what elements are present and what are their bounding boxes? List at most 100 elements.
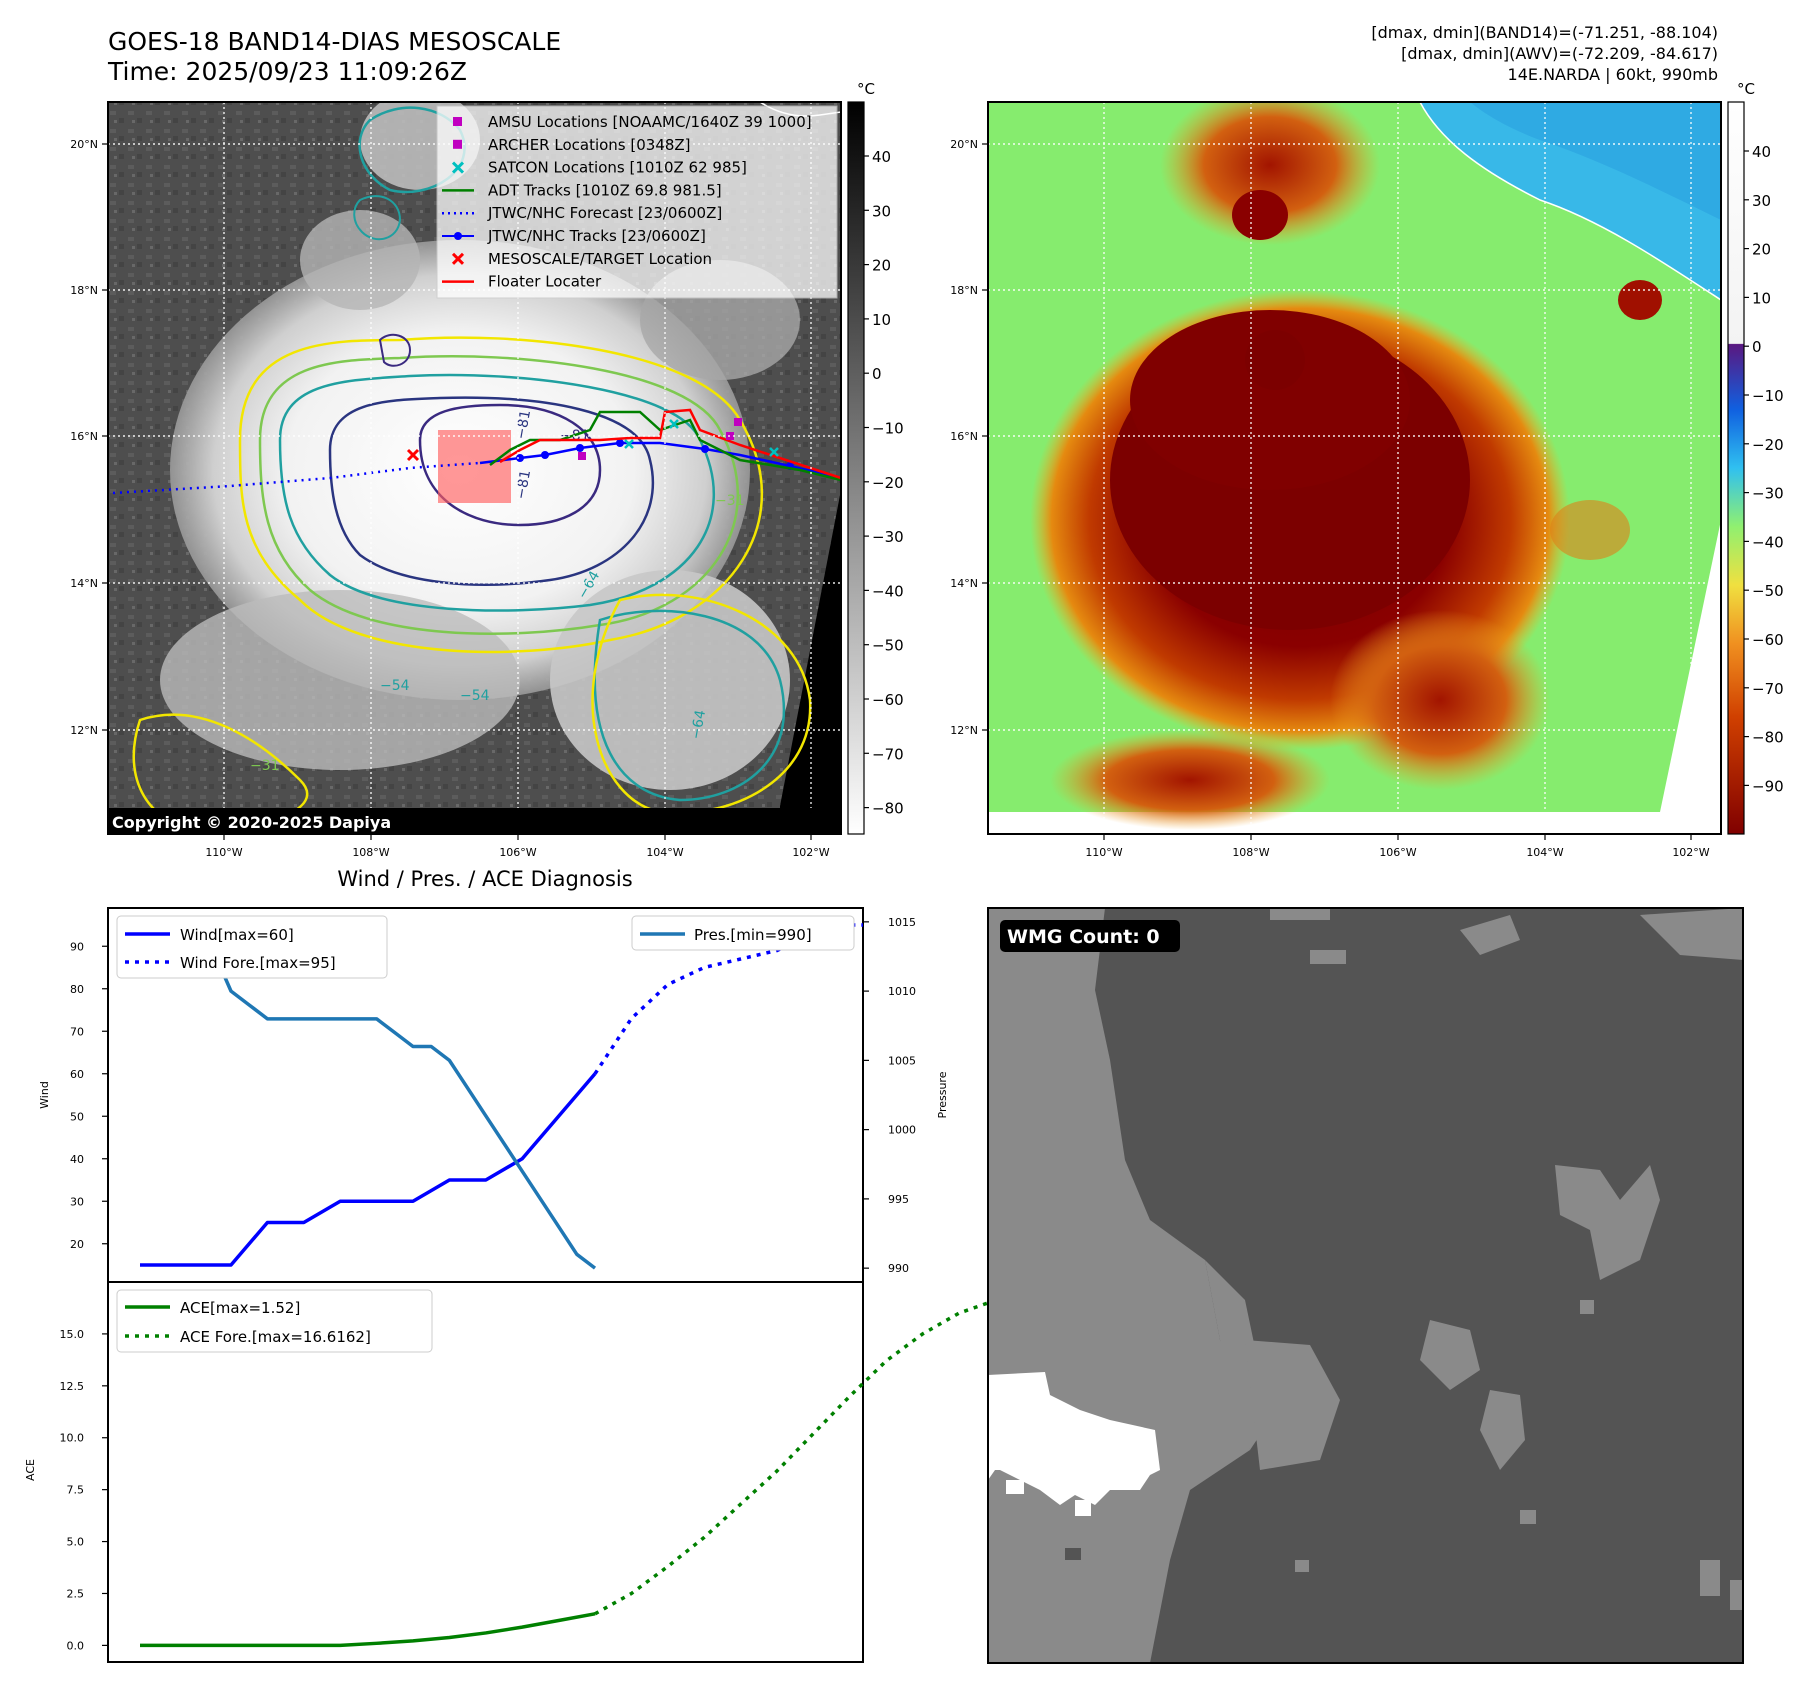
lon-tick-label: 108°W [1232, 846, 1269, 859]
wind-tick-label: 50 [70, 1110, 84, 1123]
lon-tick-label: 110°W [1085, 846, 1122, 859]
colorbar-tick-label: 0 [1752, 338, 1762, 356]
ace-tick-label: 15.0 [60, 1328, 85, 1341]
ace-chart: 0.0 2.5 5.0 7.5 10.0 12.5 15.0 ACE ACE[max=1.5… [24, 1281, 996, 1663]
info-storm: 14E.NARDA | 60kt, 990mb [1508, 65, 1718, 84]
colorbar-tick-label: 10 [872, 311, 891, 329]
series-line [140, 1072, 597, 1267]
wmg-panel: WMG Count: 0 [987, 907, 1744, 1664]
legend-ace-forecast: ACE Fore.[max=16.6162] [180, 1328, 371, 1346]
color-ir-map-panel: 20°N 18°N 16°N 14°N 12°N 110°W 108°W 106°W 104°… [950, 80, 1783, 859]
legend-label: ADT Tracks [1010Z 69.8 981.5] [488, 181, 722, 199]
ace-tick-label: 0.0 [67, 1639, 85, 1652]
ace-tick-label: 5.0 [67, 1536, 85, 1549]
lon-tick-label: 104°W [1526, 846, 1563, 859]
colorbar-tick-label: −50 [1752, 582, 1784, 600]
colorbar-tick-label: 30 [872, 202, 891, 220]
lat-tick-label: 14°N [950, 577, 978, 590]
legend-label: JTWC/NHC Tracks [23/0600Z] [487, 227, 706, 245]
ir-colorbar [847, 101, 865, 835]
lon-tick-label: 106°W [1379, 846, 1416, 859]
copyright-text: Copyright © 2020-2025 Dapiya [112, 813, 391, 832]
colorbar-tick-label: −60 [872, 691, 904, 709]
lon-tick-label: 106°W [499, 846, 536, 859]
contour-label: −54 [380, 678, 410, 694]
lat-tick-label: 20°N [70, 138, 98, 151]
adt-track [489, 410, 841, 482]
pressure-legend: Pres.[min=990] [631, 915, 855, 951]
lat-tick-label: 16°N [950, 430, 978, 443]
color-colorbar [1727, 101, 1745, 835]
colorbar-tick-label: −90 [1752, 777, 1784, 795]
wind-axis-label: Wind [38, 1081, 51, 1109]
mesoscale-target-box [438, 430, 511, 503]
wind-tick-label: 80 [70, 983, 84, 996]
pressure-axis-label: Pressure [936, 1071, 949, 1118]
pressure-tick-label: 1015 [888, 916, 916, 929]
colorbar-tick-label: −50 [872, 637, 904, 655]
legend-marker [453, 139, 462, 149]
lon-tick-label: 108°W [352, 846, 389, 859]
legend-wind-forecast: Wind Fore.[max=95] [180, 954, 336, 972]
colorbar-tick-label: −20 [1752, 436, 1784, 454]
ir-map-panel: −81 −81 −64 −54 −64 −54 −31 −31 −81 [70, 80, 903, 859]
ir-colorbar-unit: °C [857, 80, 875, 98]
wind-tick-label: 90 [70, 940, 84, 953]
wind-legend: Wind[max=60] Wind Fore.[max=95] [116, 915, 388, 979]
legend-label: Floater Locater [488, 273, 602, 291]
legend-marker [451, 252, 465, 265]
ace-tick-label: 10.0 [60, 1432, 85, 1445]
colorbar-tick-label: −10 [1752, 387, 1784, 405]
contour-label: −31 [715, 493, 745, 509]
colorbar-tick-label: 20 [872, 257, 891, 275]
colorbar-tick-label: −20 [872, 474, 904, 492]
color-colorbar-unit: °C [1737, 80, 1755, 98]
pressure-tick-label: 1000 [888, 1124, 916, 1137]
lat-tick-label: 16°N [70, 430, 98, 443]
colorbar-tick-label: 40 [872, 148, 891, 166]
colorbar-tick-label: −40 [1752, 533, 1784, 551]
lat-tick-label: 18°N [950, 284, 978, 297]
wind-tick-label: 20 [70, 1238, 84, 1251]
legend-wind: Wind[max=60] [180, 926, 294, 944]
pressure-tick-label: 990 [888, 1262, 909, 1275]
info-awv: [dmax, dmin](AWV)=(-72.209, -84.617) [1401, 44, 1718, 63]
legend-marker [453, 117, 462, 126]
figure-time: Time: 2025/09/23 11:09:26Z [107, 57, 467, 86]
ace-series-line [140, 1612, 596, 1648]
ace-legend: ACE[max=1.52] ACE Fore.[max=16.6162] [116, 1289, 433, 1353]
colorbar-tick-label: −80 [872, 800, 904, 818]
lat-tick-label: 18°N [70, 284, 98, 297]
legend-label: ARCHER Locations [0348Z] [488, 136, 691, 154]
ace-tick-label: 7.5 [67, 1484, 85, 1497]
lat-tick-label: 14°N [70, 577, 98, 590]
colorbar-tick-label: −60 [1752, 631, 1784, 649]
ace-tick-label: 2.5 [67, 1587, 85, 1600]
wind-tick-label: 30 [70, 1195, 84, 1208]
lon-tick-label: 110°W [205, 846, 242, 859]
wind-tick-label: 60 [70, 1068, 84, 1081]
colorbar-tick-label: −30 [1752, 485, 1784, 503]
colorbar-tick-label: 30 [1752, 192, 1771, 210]
wmg-count-badge: WMG Count: 0 [1007, 926, 1160, 948]
pressure-tick-label: 1005 [888, 1054, 916, 1067]
colorbar-tick-label: −10 [872, 420, 904, 438]
colorbar-tick-label: −30 [872, 528, 904, 546]
lat-tick-label: 12°N [950, 724, 978, 737]
colorbar-tick-label: 0 [872, 365, 882, 383]
colorbar-tick-label: −80 [1752, 729, 1784, 747]
ace-axis-label: ACE [24, 1459, 37, 1481]
wind-tick-label: 70 [70, 1025, 84, 1038]
lat-tick-label: 20°N [950, 138, 978, 151]
pressure-tick-label: 995 [888, 1193, 909, 1206]
jtwc-forecast-track [112, 461, 481, 495]
colorbar-tick-label: −70 [872, 745, 904, 763]
legend-ace: ACE[max=1.52] [180, 1299, 300, 1317]
colorbar-tick-label: 40 [1752, 143, 1771, 161]
colorbar-tick-label: −70 [1752, 680, 1784, 698]
wind-tick-label: 40 [70, 1153, 84, 1166]
contour-label: −64 [688, 709, 709, 741]
ace-tick-label: 12.5 [60, 1380, 85, 1393]
